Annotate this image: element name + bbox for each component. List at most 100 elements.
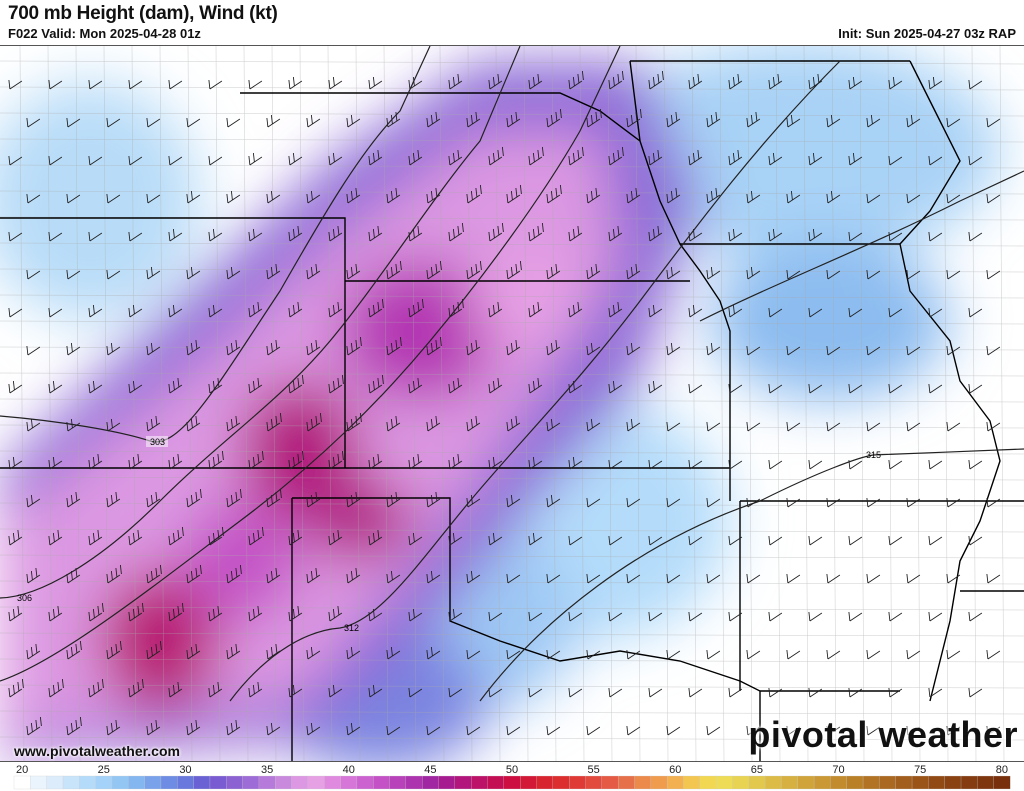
wind-barb [426,491,441,508]
wind-barb [328,684,343,698]
wind-barb [306,339,321,356]
wind-barb [26,418,41,432]
colorbar-cell [46,775,64,790]
wind-barb [768,611,783,622]
wind-barb [546,725,561,736]
wind-barb [946,573,961,584]
colorbar-cell [373,775,390,790]
wind-barb [226,266,241,280]
wind-barb [666,421,681,432]
wind-barb [328,605,343,622]
website-url: www.pivotalweather.com [14,743,180,759]
wind-barb [26,117,41,128]
colorbar-cell [666,775,684,790]
wind-barb [248,450,264,470]
wind-barb [426,646,441,660]
wind-barb [848,76,863,90]
wind-barb [448,149,463,166]
wind-barb [426,187,441,204]
wind-barb [528,687,543,698]
wind-barb [408,149,423,166]
wind-barb [888,459,903,470]
wind-barb [568,225,583,242]
colorbar-cell [748,775,766,790]
wind-barb [408,225,423,242]
wind-barb [826,725,841,736]
wind-barb [186,190,201,204]
colorbar-cell [160,775,178,790]
wind-barb [568,70,584,90]
wind-barb [786,421,801,432]
wind-barb [168,79,183,90]
wind-barb [66,342,81,356]
wind-barb [746,266,761,280]
wind-barb [408,687,423,698]
wind-barb [528,532,543,546]
wind-barb [48,307,63,318]
colorbar-cell [781,775,799,790]
wind-barb [168,681,183,698]
wind-barb [906,269,921,280]
wind-barb [608,301,623,318]
wind-barb [146,415,161,432]
height-contours [0,46,1024,702]
wind-barb [968,383,983,394]
wind-barb [608,535,623,546]
wind-barb [128,602,144,622]
wind-barb [688,687,703,698]
wind-barb [248,301,263,318]
wind-barb [546,263,561,280]
wind-barb [386,187,401,204]
wind-barb [648,70,664,90]
wind-barb [248,152,263,166]
wind-barb [586,263,601,280]
wind-barb [328,301,343,318]
wind-barb [546,649,561,660]
wind-barb [768,687,783,698]
wind-barb [386,415,401,432]
colorbar-cell [715,775,733,790]
wind-barb [688,383,703,394]
wind-barb [66,491,81,508]
wind-barb [306,567,321,584]
wind-barb [48,605,63,622]
wind-barb [146,342,161,356]
wind-barb [986,573,1001,584]
wind-barb [968,687,983,698]
wind-barb [888,155,903,166]
wind-barb [528,301,543,318]
colorbar-cell [911,775,929,790]
colorbar-cell [585,775,603,790]
wind-barb [986,193,1001,204]
wind-barb [746,497,761,508]
wind-barb [488,377,503,394]
wind-barb [106,491,121,508]
wind-barb [688,459,703,470]
wind-barb [106,269,121,280]
wind-barb [328,529,343,546]
wind-barb [368,149,383,166]
wind-barb [426,725,441,736]
wind-barb [946,193,961,204]
wind-barb [88,155,103,166]
wind-barb [506,111,521,128]
wind-barb [186,643,201,660]
colorbar-tick-55: 55 [588,764,600,776]
colorbar-cell [275,775,293,790]
wind-barb [746,725,761,736]
wind-barb [906,725,921,736]
wind-barb [906,114,921,128]
wind-barb [688,149,703,166]
wind-barb [266,722,281,736]
wind-barb [8,456,23,470]
wind-barb [8,529,23,546]
wind-barb [8,231,23,242]
wind-barb [106,564,122,584]
wind-barb [48,79,63,90]
wind-barb [186,117,201,128]
wind-barb [786,497,801,508]
wind-barb [448,608,463,622]
wind-barb [488,532,503,546]
wind-barb [346,263,361,280]
wind-barb [826,269,841,280]
